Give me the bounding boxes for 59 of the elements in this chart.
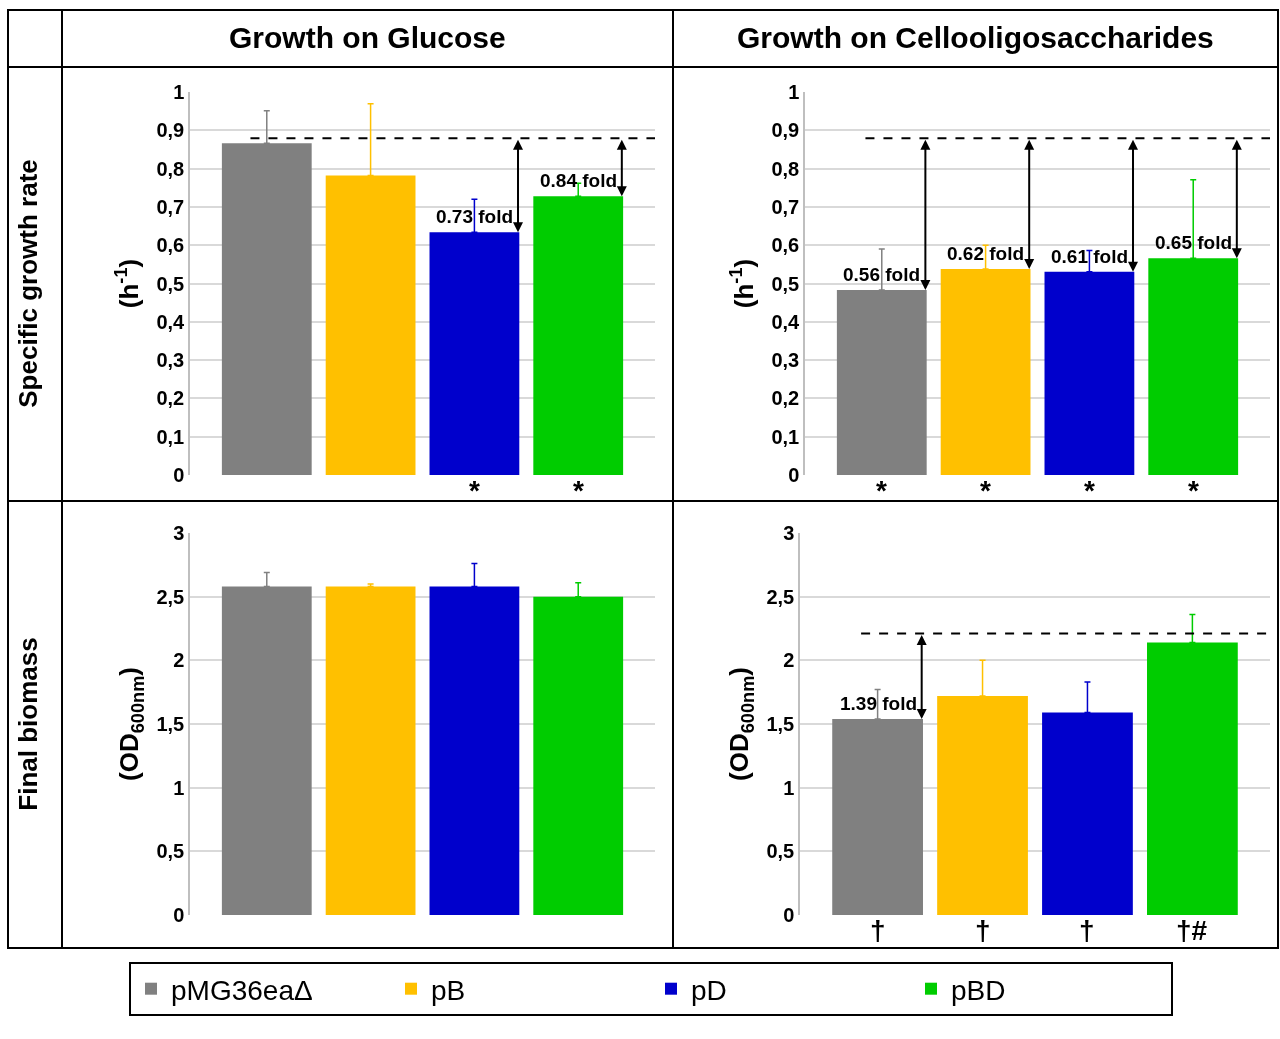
text: † <box>1079 915 1095 946</box>
y-tick-label: 0,7 <box>156 195 185 218</box>
legend-label: pBD <box>951 974 1006 1006</box>
annotation: 0.84 fold <box>540 170 618 191</box>
legend-label: pD <box>691 974 727 1006</box>
y-tick-label: 0,8 <box>771 157 800 180</box>
y-tick-label: 0,1 <box>771 425 800 448</box>
text: † <box>975 915 991 946</box>
annotation: 0.65 fold <box>1155 232 1233 253</box>
y-tick-label: 0,5 <box>771 272 800 295</box>
y-tick-label: 0,4 <box>771 310 801 333</box>
annotation: 0.56 fold <box>843 264 921 285</box>
y-tick-label: 1 <box>173 81 185 103</box>
chart-title: Growth on Glucose <box>229 21 506 54</box>
annotation: * <box>573 475 584 506</box>
text: †# <box>1176 915 1208 946</box>
y-tick-label: 0,6 <box>156 234 185 257</box>
y-tick-label: 0,6 <box>771 234 800 257</box>
y-tick-label: 0,1 <box>156 425 185 448</box>
y-tick-label: 0,7 <box>771 195 800 218</box>
y-tick-label: 0,2 <box>156 387 185 410</box>
y-tick-label: 2,5 <box>156 585 185 608</box>
y-tick-label: 1 <box>173 776 185 799</box>
legend-label: pB <box>431 974 466 1006</box>
y-tick-label: 0 <box>788 464 800 486</box>
y-tick-label: 2,5 <box>766 585 795 608</box>
y-tick-label: 1 <box>783 776 795 799</box>
y-tick-label: 0,9 <box>156 119 185 142</box>
annotation: 0.73 fold <box>436 206 514 227</box>
y-tick-label: 0,3 <box>771 349 800 372</box>
y-tick-label: 0 <box>173 904 185 926</box>
y-tick-label: 0,2 <box>771 387 800 410</box>
y-tick-label: 0,5 <box>156 272 185 295</box>
chart-title: Growth on Cellooligosaccharides <box>737 21 1214 54</box>
y-tick-label: 2 <box>173 649 185 672</box>
y-tick-label: 3 <box>783 522 795 544</box>
y-tick-label: 0 <box>173 464 185 486</box>
y-tick-label: 1,5 <box>766 713 795 735</box>
legend-label: pMG36eaΔ <box>171 974 313 1006</box>
annotation: 1.39 fold <box>840 693 918 714</box>
y-tick-label: 0,9 <box>771 119 800 142</box>
y-tick-label: 1 <box>788 81 800 103</box>
y-tick-label: 0,3 <box>156 349 185 372</box>
y-tick-label: 0,5 <box>156 840 185 863</box>
annotation: * <box>1084 475 1095 506</box>
y-tick-label: 3 <box>173 522 185 544</box>
annotation: 0.62 fold <box>947 243 1025 264</box>
annotation: * <box>980 475 991 506</box>
annotation: * <box>876 475 887 506</box>
annotation: * <box>1188 475 1199 506</box>
annotation: 0.61 fold <box>1051 246 1129 267</box>
y-tick-label: 0,4 <box>156 310 186 333</box>
text: † <box>870 915 886 946</box>
annotation: * <box>469 475 480 506</box>
y-tick-label: 1,5 <box>156 713 185 735</box>
y-tick-label: 0,8 <box>156 157 185 180</box>
y-tick-label: 2 <box>783 649 795 672</box>
y-tick-label: 0 <box>783 904 795 926</box>
y-tick-label: 0,5 <box>766 840 795 863</box>
